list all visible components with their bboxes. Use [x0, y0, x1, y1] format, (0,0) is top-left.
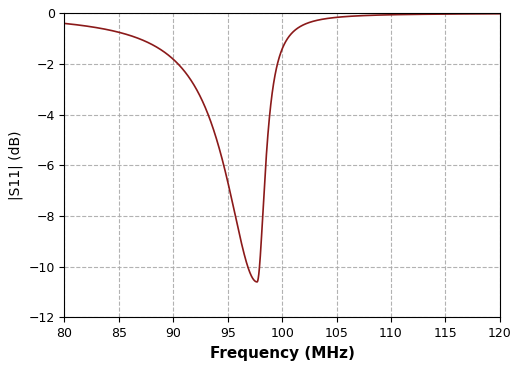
Y-axis label: |S11| (dB): |S11| (dB) [8, 131, 23, 200]
X-axis label: Frequency (MHz): Frequency (MHz) [210, 346, 355, 361]
